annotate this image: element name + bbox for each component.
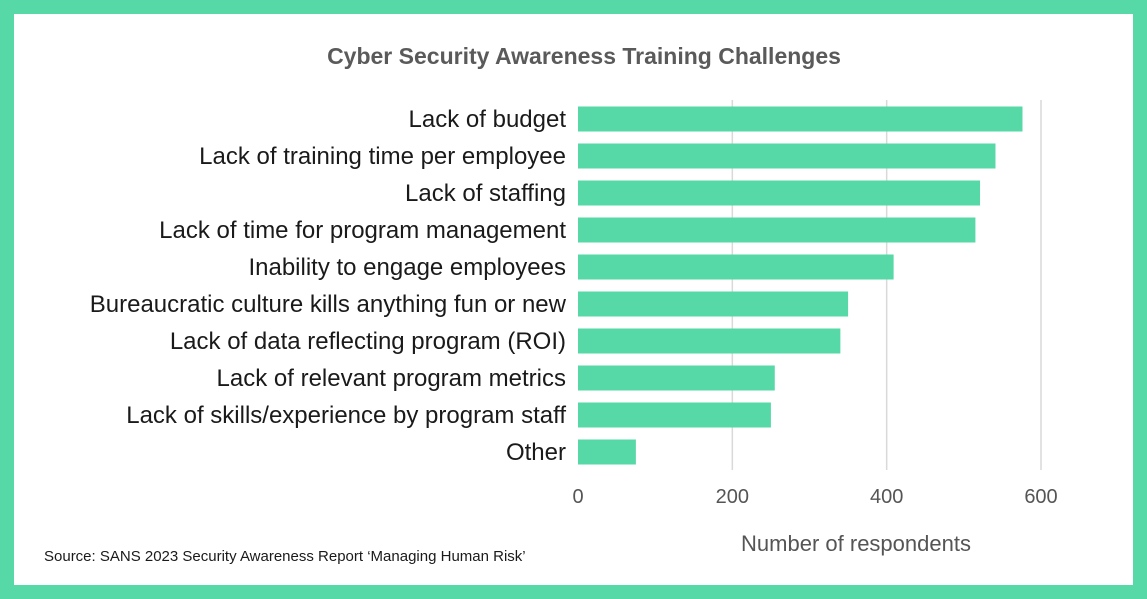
category-label-5: Bureaucratic culture kills anything fun …	[90, 291, 567, 318]
bar-5	[578, 291, 849, 317]
x-tick-label-0: 0	[572, 486, 583, 508]
x-axis-label: Number of respondents	[741, 531, 971, 556]
category-label-6: Lack of data reflecting program (ROI)	[170, 328, 566, 355]
bars	[578, 106, 1023, 465]
x-tick-label-400: 400	[870, 486, 903, 508]
bar-6	[578, 328, 841, 354]
category-label-8: Lack of skills/experience by program sta…	[126, 402, 566, 429]
bar-8	[578, 402, 771, 428]
category-label-1: Lack of training time per employee	[199, 143, 566, 170]
category-label-7: Lack of relevant program metrics	[217, 365, 566, 392]
bar-9	[578, 439, 636, 465]
category-label-4: Inability to engage employees	[248, 254, 566, 281]
bar-7	[578, 365, 775, 391]
category-labels: Lack of budget Lack of training time per …	[90, 106, 567, 466]
bar-2	[578, 180, 981, 206]
x-tick-labels: 0 200 400 600	[572, 486, 1057, 508]
source-note: Source: SANS 2023 Security Awareness Rep…	[44, 548, 526, 565]
chart-title: Cyber Security Awareness Training Challe…	[327, 43, 841, 69]
x-tick-label-600: 600	[1024, 486, 1057, 508]
bar-4	[578, 254, 894, 280]
x-tick-label-200: 200	[716, 486, 749, 508]
category-label-9: Other	[506, 439, 566, 466]
bar-0	[578, 106, 1023, 132]
category-label-2: Lack of staffing	[405, 180, 566, 207]
bar-1	[578, 143, 996, 169]
category-label-3: Lack of time for program management	[159, 217, 566, 244]
category-label-0: Lack of budget	[409, 106, 567, 133]
bar-3	[578, 217, 976, 243]
